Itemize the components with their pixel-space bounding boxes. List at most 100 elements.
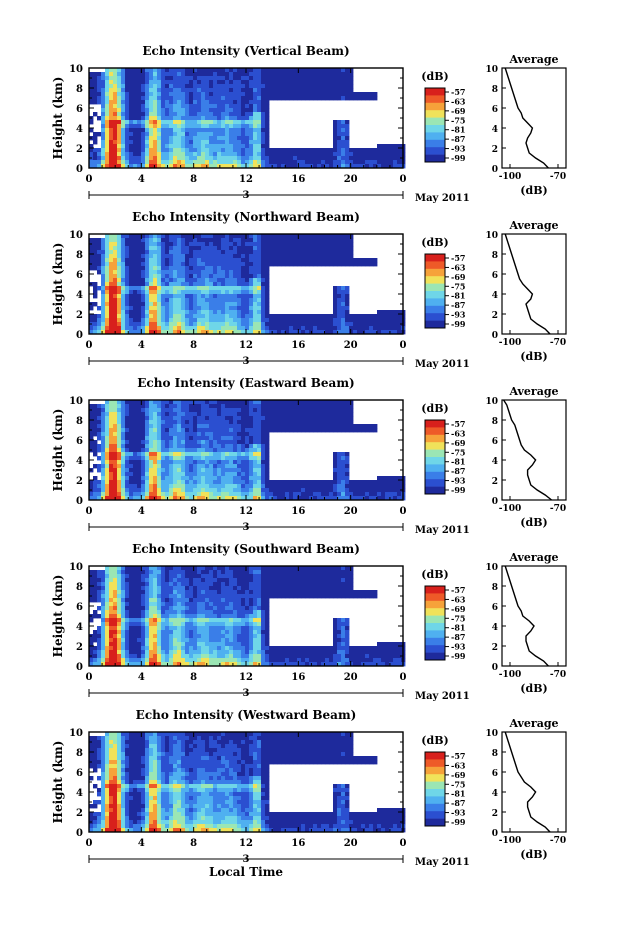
heatmap-cell [273,76,278,81]
heatmap-cell [337,452,342,457]
heatmap-cell [129,420,134,425]
heatmap-cell [89,306,94,311]
heatmap-cell [345,460,350,465]
heatmap-cell [193,492,198,497]
heatmap-cell [185,476,190,481]
heatmap-cell [169,160,174,165]
heatmap-cell [129,148,134,153]
profile-y-tick-label: 0 [492,497,498,507]
heatmap-cell [137,148,142,153]
heatmap-cell [109,658,114,663]
heatmap-cell [345,480,350,485]
heatmap-cell [305,408,310,413]
heatmap-cell [233,254,238,259]
heatmap-cell [313,408,318,413]
heatmap-cell [217,238,222,243]
heatmap-cell [225,112,230,117]
heatmap-cell [121,274,126,279]
heatmap-cell [129,290,134,295]
heatmap-cell [101,428,106,433]
heatmap-cell [105,88,110,93]
heatmap-cell [373,258,378,263]
heatmap-cell [181,258,186,263]
heatmap-cell [185,100,190,105]
heatmap-cell [237,424,242,429]
heatmap-cell [105,84,110,89]
heatmap-cell [117,456,122,461]
heatmap-cell [225,302,230,307]
heatmap-cell [93,484,98,489]
heatmap-cell [109,436,114,441]
heatmap-cell [157,424,162,429]
heatmap-cell [293,234,298,239]
heatmap-cell [161,116,166,121]
heatmap-cell [117,400,122,405]
heatmap-cell [253,148,258,153]
heatmap-cell [261,468,266,473]
heatmap-cell [169,258,174,263]
heatmap-cell [209,460,214,465]
heatmap-cell [297,84,302,89]
heatmap-cell [257,68,262,73]
heatmap-cell [329,242,334,247]
heatmap-cell [141,258,146,263]
heatmap-cell [229,246,234,251]
heatmap-cell [333,326,338,331]
heatmap-cell [341,404,346,409]
heatmap-cell [281,68,286,73]
heatmap-cell [185,88,190,93]
heatmap-cell [189,322,194,327]
heatmap-cell [229,452,234,457]
heatmap-cell [233,480,238,485]
heatmap-cell [285,254,290,259]
heatmap-cell [181,152,186,157]
heatmap-cell [217,112,222,117]
heatmap-cell [177,294,182,299]
heatmap-cell [337,164,342,169]
heatmap-cell [297,234,302,239]
heatmap-cell [177,266,182,271]
profile-x-label: (dB) [520,184,547,197]
heatmap-cell [137,488,142,493]
heatmap-cell [141,428,146,433]
heatmap-cell [225,156,230,161]
heatmap-cell [345,420,350,425]
heatmap-cell [137,310,142,315]
heatmap-cell [209,274,214,279]
heatmap-cell [269,80,274,85]
heatmap-cell [153,282,158,287]
heatmap-cell [209,100,214,105]
heatmap-cell [229,408,234,413]
heatmap-cell [249,484,254,489]
heatmap-cell [265,246,270,251]
heatmap-cell [381,488,386,493]
heatmap-cell [177,96,182,101]
heatmap-cell [173,116,178,121]
heatmap-cell [237,488,242,493]
heatmap-cell [145,278,150,283]
heatmap-cell [145,408,150,413]
heatmap-cell [157,278,162,283]
heatmap-cell [113,448,118,453]
heatmap-cell [93,404,98,409]
heatmap-cell [305,428,310,433]
heatmap-cell [125,278,130,283]
heatmap-cell [109,638,114,643]
heatmap-cell [137,266,142,271]
heatmap-cell [117,318,122,323]
heatmap-cell [105,622,110,627]
heatmap-cell [265,68,270,73]
heatmap-cell [153,480,158,485]
heatmap-cell [185,148,190,153]
heatmap-cell [177,306,182,311]
heatmap-cell [93,246,98,251]
heatmap-cell [217,116,222,121]
heatmap-cell [249,408,254,413]
heatmap-cell [313,318,318,323]
heatmap-cell [141,448,146,453]
heatmap-cell [149,322,154,327]
heatmap-cell [317,400,322,405]
heatmap-cell [181,416,186,421]
heatmap-cell [213,270,218,275]
heatmap-cell [105,164,110,169]
